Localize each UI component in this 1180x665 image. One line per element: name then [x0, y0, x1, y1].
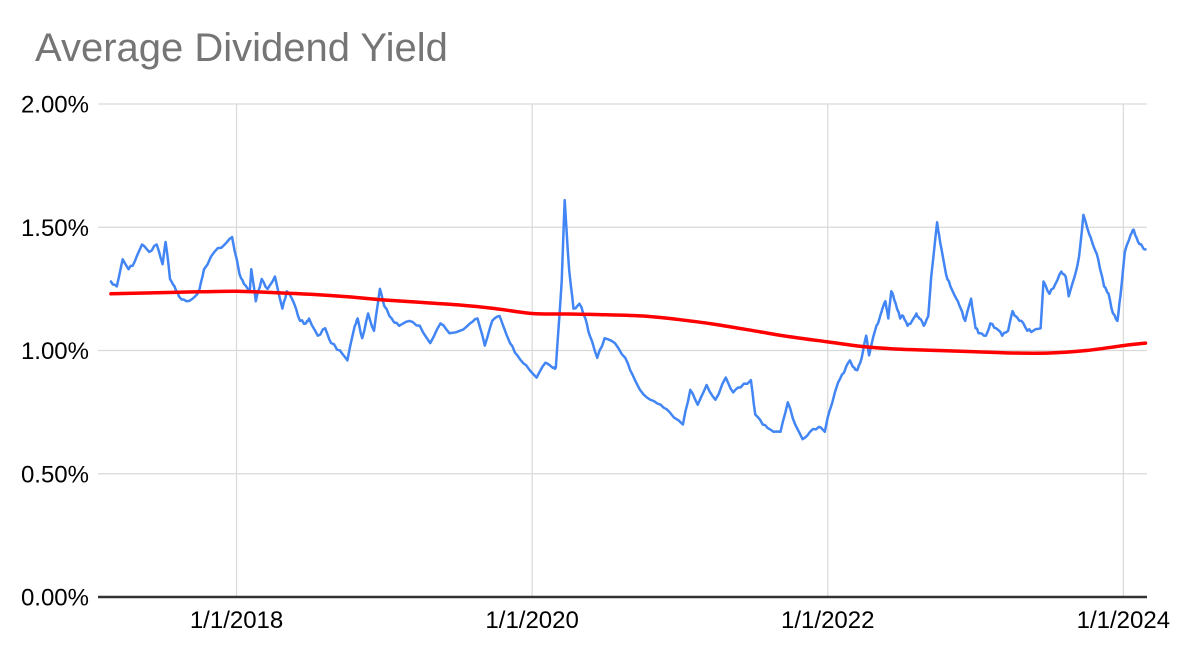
x-axis-tick-label: 1/1/2022 [781, 607, 874, 634]
chart-title: Average Dividend Yield [35, 26, 448, 70]
y-axis-tick-label: 0.00% [21, 585, 89, 612]
x-axis-tick-label: 1/1/2020 [485, 607, 578, 634]
y-axis-tick-label: 2.00% [21, 92, 89, 119]
series-blue-line [109, 198, 1147, 441]
x-axis-tick-label: 1/1/2018 [190, 607, 283, 634]
x-axis-tick-label: 1/1/2024 [1077, 607, 1170, 634]
y-axis-tick-label: 1.50% [21, 215, 89, 242]
y-axis-tick-label: 0.50% [21, 461, 89, 488]
y-axis-tick-label: 1.00% [21, 338, 89, 365]
series-red-line [109, 289, 1148, 355]
